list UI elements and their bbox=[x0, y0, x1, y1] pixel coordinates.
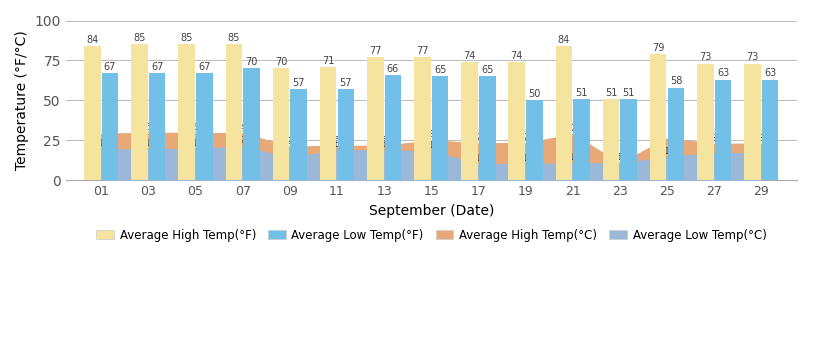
Text: 17: 17 bbox=[762, 143, 774, 152]
Text: 58: 58 bbox=[670, 76, 682, 87]
Text: 79: 79 bbox=[652, 43, 664, 53]
Text: 14: 14 bbox=[290, 148, 302, 157]
Bar bbox=[667, 88, 684, 180]
Text: 19.2: 19.2 bbox=[98, 139, 118, 148]
Bar bbox=[650, 54, 666, 180]
Text: 67: 67 bbox=[198, 62, 211, 72]
Text: 22.8: 22.8 bbox=[745, 134, 764, 143]
Text: 24.8: 24.8 bbox=[415, 130, 435, 139]
Text: 29: 29 bbox=[89, 124, 100, 133]
Text: 17: 17 bbox=[715, 143, 726, 152]
Bar bbox=[526, 100, 543, 180]
Text: 21.5: 21.5 bbox=[320, 136, 340, 145]
Bar bbox=[149, 73, 165, 180]
Text: 74: 74 bbox=[463, 51, 476, 61]
Text: 10.6: 10.6 bbox=[569, 153, 589, 162]
X-axis label: September (Date): September (Date) bbox=[369, 204, 494, 218]
Text: 63: 63 bbox=[764, 68, 776, 79]
Bar bbox=[102, 73, 118, 180]
Text: 51: 51 bbox=[605, 88, 618, 98]
Text: 19.6: 19.6 bbox=[192, 139, 212, 148]
Text: 18.2: 18.2 bbox=[427, 141, 447, 150]
Text: 29.6: 29.6 bbox=[132, 123, 152, 132]
Bar bbox=[290, 89, 307, 180]
Text: 18.7: 18.7 bbox=[380, 140, 401, 149]
Text: 77: 77 bbox=[369, 46, 382, 56]
Text: 57: 57 bbox=[339, 78, 352, 88]
Bar bbox=[762, 80, 779, 180]
Text: 57: 57 bbox=[292, 78, 305, 88]
Text: 10.6: 10.6 bbox=[617, 153, 637, 162]
Text: 29.6: 29.6 bbox=[179, 123, 199, 132]
Text: 29.4: 29.4 bbox=[227, 123, 246, 132]
Text: 66: 66 bbox=[387, 64, 399, 73]
Text: 71: 71 bbox=[322, 56, 334, 66]
Text: 19.6: 19.6 bbox=[144, 139, 165, 148]
Text: 20.9: 20.9 bbox=[273, 137, 293, 146]
Bar bbox=[715, 80, 731, 180]
Text: 23.2: 23.2 bbox=[462, 133, 482, 142]
Bar bbox=[243, 68, 260, 180]
Text: 73: 73 bbox=[699, 52, 711, 62]
Bar bbox=[621, 99, 637, 180]
Text: 63: 63 bbox=[717, 68, 730, 79]
Text: 84: 84 bbox=[86, 35, 99, 45]
Text: 10.2: 10.2 bbox=[522, 154, 542, 163]
Bar bbox=[384, 75, 401, 180]
Text: 50: 50 bbox=[528, 89, 540, 99]
Text: 28.7: 28.7 bbox=[556, 124, 576, 133]
Text: 22.8: 22.8 bbox=[698, 134, 718, 143]
Text: 51: 51 bbox=[622, 88, 635, 98]
Text: 65: 65 bbox=[481, 65, 494, 75]
Bar bbox=[131, 45, 148, 180]
Bar bbox=[461, 62, 478, 180]
Bar bbox=[574, 99, 590, 180]
Text: 70: 70 bbox=[246, 57, 257, 67]
Bar bbox=[273, 68, 289, 180]
Bar bbox=[226, 45, 242, 180]
Text: 73: 73 bbox=[746, 52, 759, 62]
Text: 84: 84 bbox=[558, 35, 570, 45]
Bar bbox=[178, 45, 195, 180]
Bar bbox=[555, 46, 572, 180]
Text: 23.2: 23.2 bbox=[509, 133, 529, 142]
Bar bbox=[196, 73, 212, 180]
Bar bbox=[603, 99, 619, 180]
Text: 65: 65 bbox=[434, 65, 447, 75]
Bar bbox=[479, 76, 496, 180]
Text: 70: 70 bbox=[275, 57, 287, 67]
Bar bbox=[84, 46, 100, 180]
Text: 14.5: 14.5 bbox=[663, 147, 684, 156]
Text: 10.2: 10.2 bbox=[475, 154, 495, 163]
Text: 67: 67 bbox=[104, 62, 116, 72]
Bar bbox=[432, 76, 448, 180]
Text: 85: 85 bbox=[180, 33, 193, 43]
Bar bbox=[338, 89, 354, 180]
Bar bbox=[509, 62, 525, 180]
Text: 85: 85 bbox=[227, 33, 240, 43]
Bar bbox=[414, 57, 431, 180]
Text: 67: 67 bbox=[151, 62, 164, 72]
Text: 74: 74 bbox=[510, 51, 523, 61]
Text: 85: 85 bbox=[134, 33, 145, 43]
Bar bbox=[697, 64, 714, 180]
Bar bbox=[320, 67, 336, 180]
Text: 10.6: 10.6 bbox=[603, 153, 623, 162]
Text: 26: 26 bbox=[655, 129, 666, 138]
Text: 77: 77 bbox=[416, 46, 428, 56]
Y-axis label: Temperature (°F/°C): Temperature (°F/°C) bbox=[15, 30, 29, 171]
Text: 21.5: 21.5 bbox=[368, 136, 388, 145]
Legend: Average High Temp(°F), Average Low Temp(°F), Average High Temp(°C), Average Low : Average High Temp(°F), Average Low Temp(… bbox=[91, 224, 771, 247]
Text: 21.1: 21.1 bbox=[239, 136, 259, 146]
Bar bbox=[367, 57, 383, 180]
Text: 51: 51 bbox=[575, 88, 588, 98]
Text: 18.7: 18.7 bbox=[334, 140, 354, 149]
Bar bbox=[745, 64, 761, 180]
